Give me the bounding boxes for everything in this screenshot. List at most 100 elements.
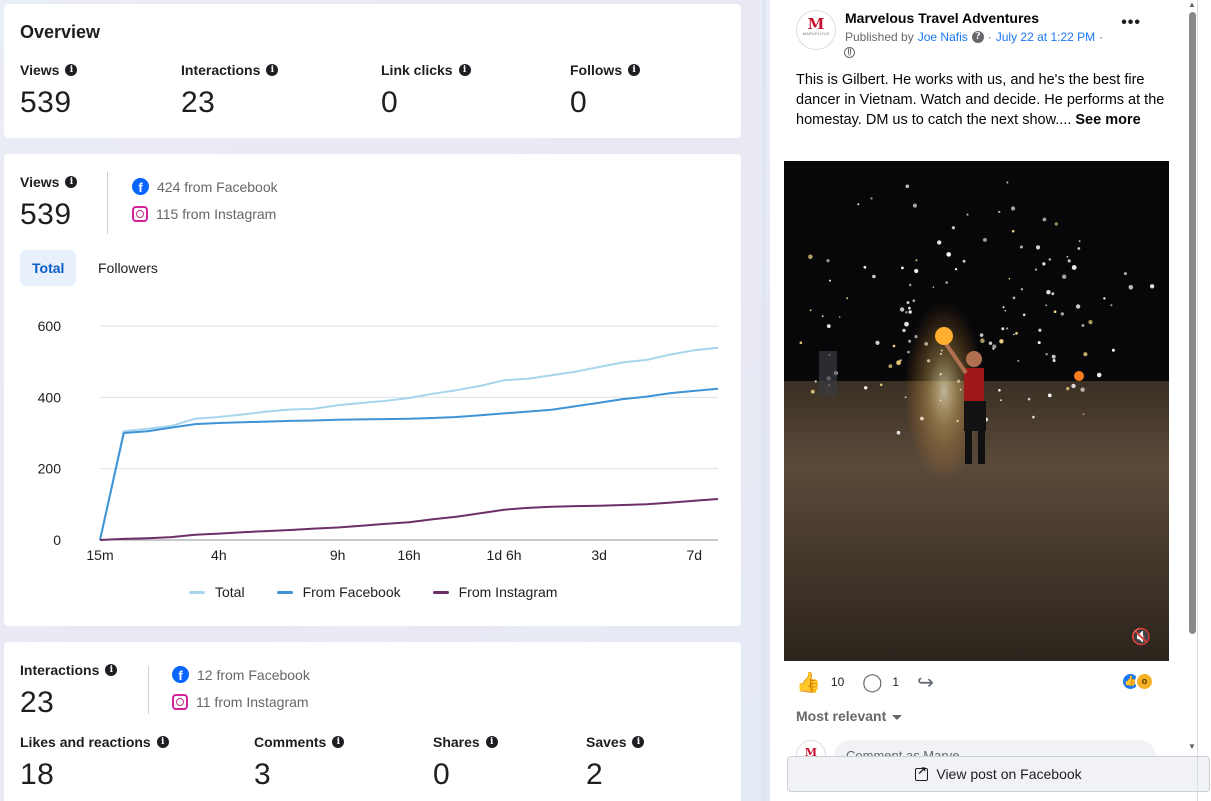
interactions-card: Interactions i 23 f 12 from Facebook 11 f… [4,642,741,801]
scrollbar-thumb[interactable] [1189,12,1196,634]
post-date-link[interactable]: July 22 at 1:22 PM [995,30,1096,44]
scroll-up-arrow-icon[interactable]: ▲ [1188,0,1196,9]
views-label: Views [20,174,60,190]
overview-title: Overview [20,22,101,42]
view-post-on-facebook-button[interactable]: View post on Facebook [787,756,1210,792]
info-icon[interactable]: i [458,64,471,76]
metric-value: 3 [254,758,272,791]
tab-followers[interactable]: Followers [98,260,158,276]
comment-button[interactable]: ◯ 1 [862,672,899,693]
series-line-from-facebook[interactable] [99,387,719,541]
metric-label: Comments [254,734,327,750]
metric-value: 539 [20,86,72,119]
views-value: 539 [20,198,72,231]
metric-value: 0 [433,758,451,791]
page-name[interactable]: Marvelous Travel Adventures [845,10,1040,26]
metric-value: 0 [570,86,588,119]
metric-label: Link clicks [381,62,453,78]
wow-reaction-icon: o [1135,672,1154,691]
like-button[interactable]: 👍 10 [796,670,844,695]
author-link[interactable]: Joe Nafis [917,30,968,44]
y-tick-label: 200 [38,461,62,477]
chevron-down-icon [892,715,903,720]
dancer-figure [942,339,986,464]
divider [148,666,149,714]
views-from-instagram: 115 from Instagram [132,206,276,222]
legend-label: Total [215,584,245,600]
post-body: This is Gilbert. He works with us, and h… [796,72,1165,128]
chart-legend: Total From Facebook From Instagram [189,584,557,600]
info-icon[interactable]: i [65,176,78,188]
tab-total[interactable]: Total [20,250,77,286]
metric-value: 18 [20,758,55,791]
info-icon[interactable]: i [332,736,345,748]
legend-swatch [189,590,205,594]
info-icon[interactable]: i [156,736,169,748]
source-text: 11 from Instagram [196,694,309,710]
legend-swatch [432,590,449,594]
see-more-link[interactable]: See more [1075,112,1141,128]
metric-value: 0 [381,86,399,119]
metric-label: Shares [433,734,480,750]
legend-label: From Instagram [458,584,558,600]
info-icon[interactable]: i [65,64,78,76]
reaction-bar: 👍 10 ◯ 1 ↪ 👍 o [796,670,1158,694]
x-tick-label: 9h [330,547,346,563]
x-tick-label: 15m [86,547,113,563]
metric-label: Follows [570,62,623,78]
view-button-label: View post on Facebook [936,766,1082,782]
x-tick-label: 4h [211,547,227,563]
legend-swatch [276,590,293,594]
globe-icon [844,47,855,58]
y-tick-label: 0 [53,532,61,548]
legend-item-facebook[interactable]: From Facebook [276,584,401,600]
published-by-prefix: Published by [845,30,914,44]
overview-card: Overview Views i 539 Interactions i 23 Lin… [4,4,741,138]
panel-divider [762,0,766,801]
more-options-icon[interactable]: ••• [1121,14,1141,31]
scroll-down-arrow-icon[interactable]: ▼ [1188,742,1196,751]
interactions-from-instagram: 11 from Instagram [172,694,309,710]
avatar-subtext: MARVELOUS [802,31,830,36]
interactions-label: Interactions [20,662,100,678]
series-line-from-instagram[interactable] [99,498,719,541]
info-icon[interactable]: i [266,64,279,76]
panel-border [1197,0,1198,801]
facebook-icon: f [132,178,149,195]
metric-saves: Saves i 2 [586,734,645,792]
legend-item-instagram[interactable]: From Instagram [432,584,558,600]
mute-icon[interactable]: 🔇 [1131,629,1151,646]
insights-panel: Overview Views i 539 Interactions i 23 Lin… [0,0,760,801]
published-by: Published by Joe Nafis ? · July 22 at 1:… [845,30,1103,44]
info-icon[interactable]: i [485,736,498,748]
share-button[interactable]: ↪ [917,670,934,695]
source-text: 424 from Facebook [157,178,278,195]
metric-label: Interactions [181,62,261,78]
views-total: Views i 539 [20,174,78,232]
views-line-chart: 0 200 400 600 15m 4h 9h 16h 1d 6h 3d 7d [38,318,719,563]
comment-sort-dropdown[interactable]: Most relevant [796,708,903,724]
comment-icon: ◯ [862,671,883,692]
like-count: 10 [830,675,845,689]
reaction-summary[interactable]: 👍 o [1121,672,1154,691]
post-video[interactable]: 🔇 [784,161,1169,661]
x-tick-label: 1d 6h [487,547,522,563]
metric-label: Views [20,62,60,78]
series-line-total[interactable] [99,346,719,541]
page-avatar[interactable]: M MARVELOUS [796,10,836,50]
comment-count: 1 [892,675,900,689]
interactions-value: 23 [20,686,55,719]
metric-value: 23 [181,86,216,119]
post-scrollbar[interactable]: ▲ ▼ [1187,0,1197,752]
interactions-total: Interactions i 23 [20,662,118,720]
help-icon[interactable]: ? [971,31,984,43]
external-link-icon [915,764,929,781]
info-icon[interactable]: i [632,736,645,748]
source-text: 115 from Instagram [156,206,277,222]
separator: · [987,30,992,44]
info-icon[interactable]: i [628,64,641,76]
legend-item-total[interactable]: Total [189,584,245,600]
post-preview-panel: M MARVELOUS Marvelous Travel Adventures … [770,0,1211,801]
legend-label: From Facebook [302,584,401,600]
info-icon[interactable]: i [105,664,118,676]
